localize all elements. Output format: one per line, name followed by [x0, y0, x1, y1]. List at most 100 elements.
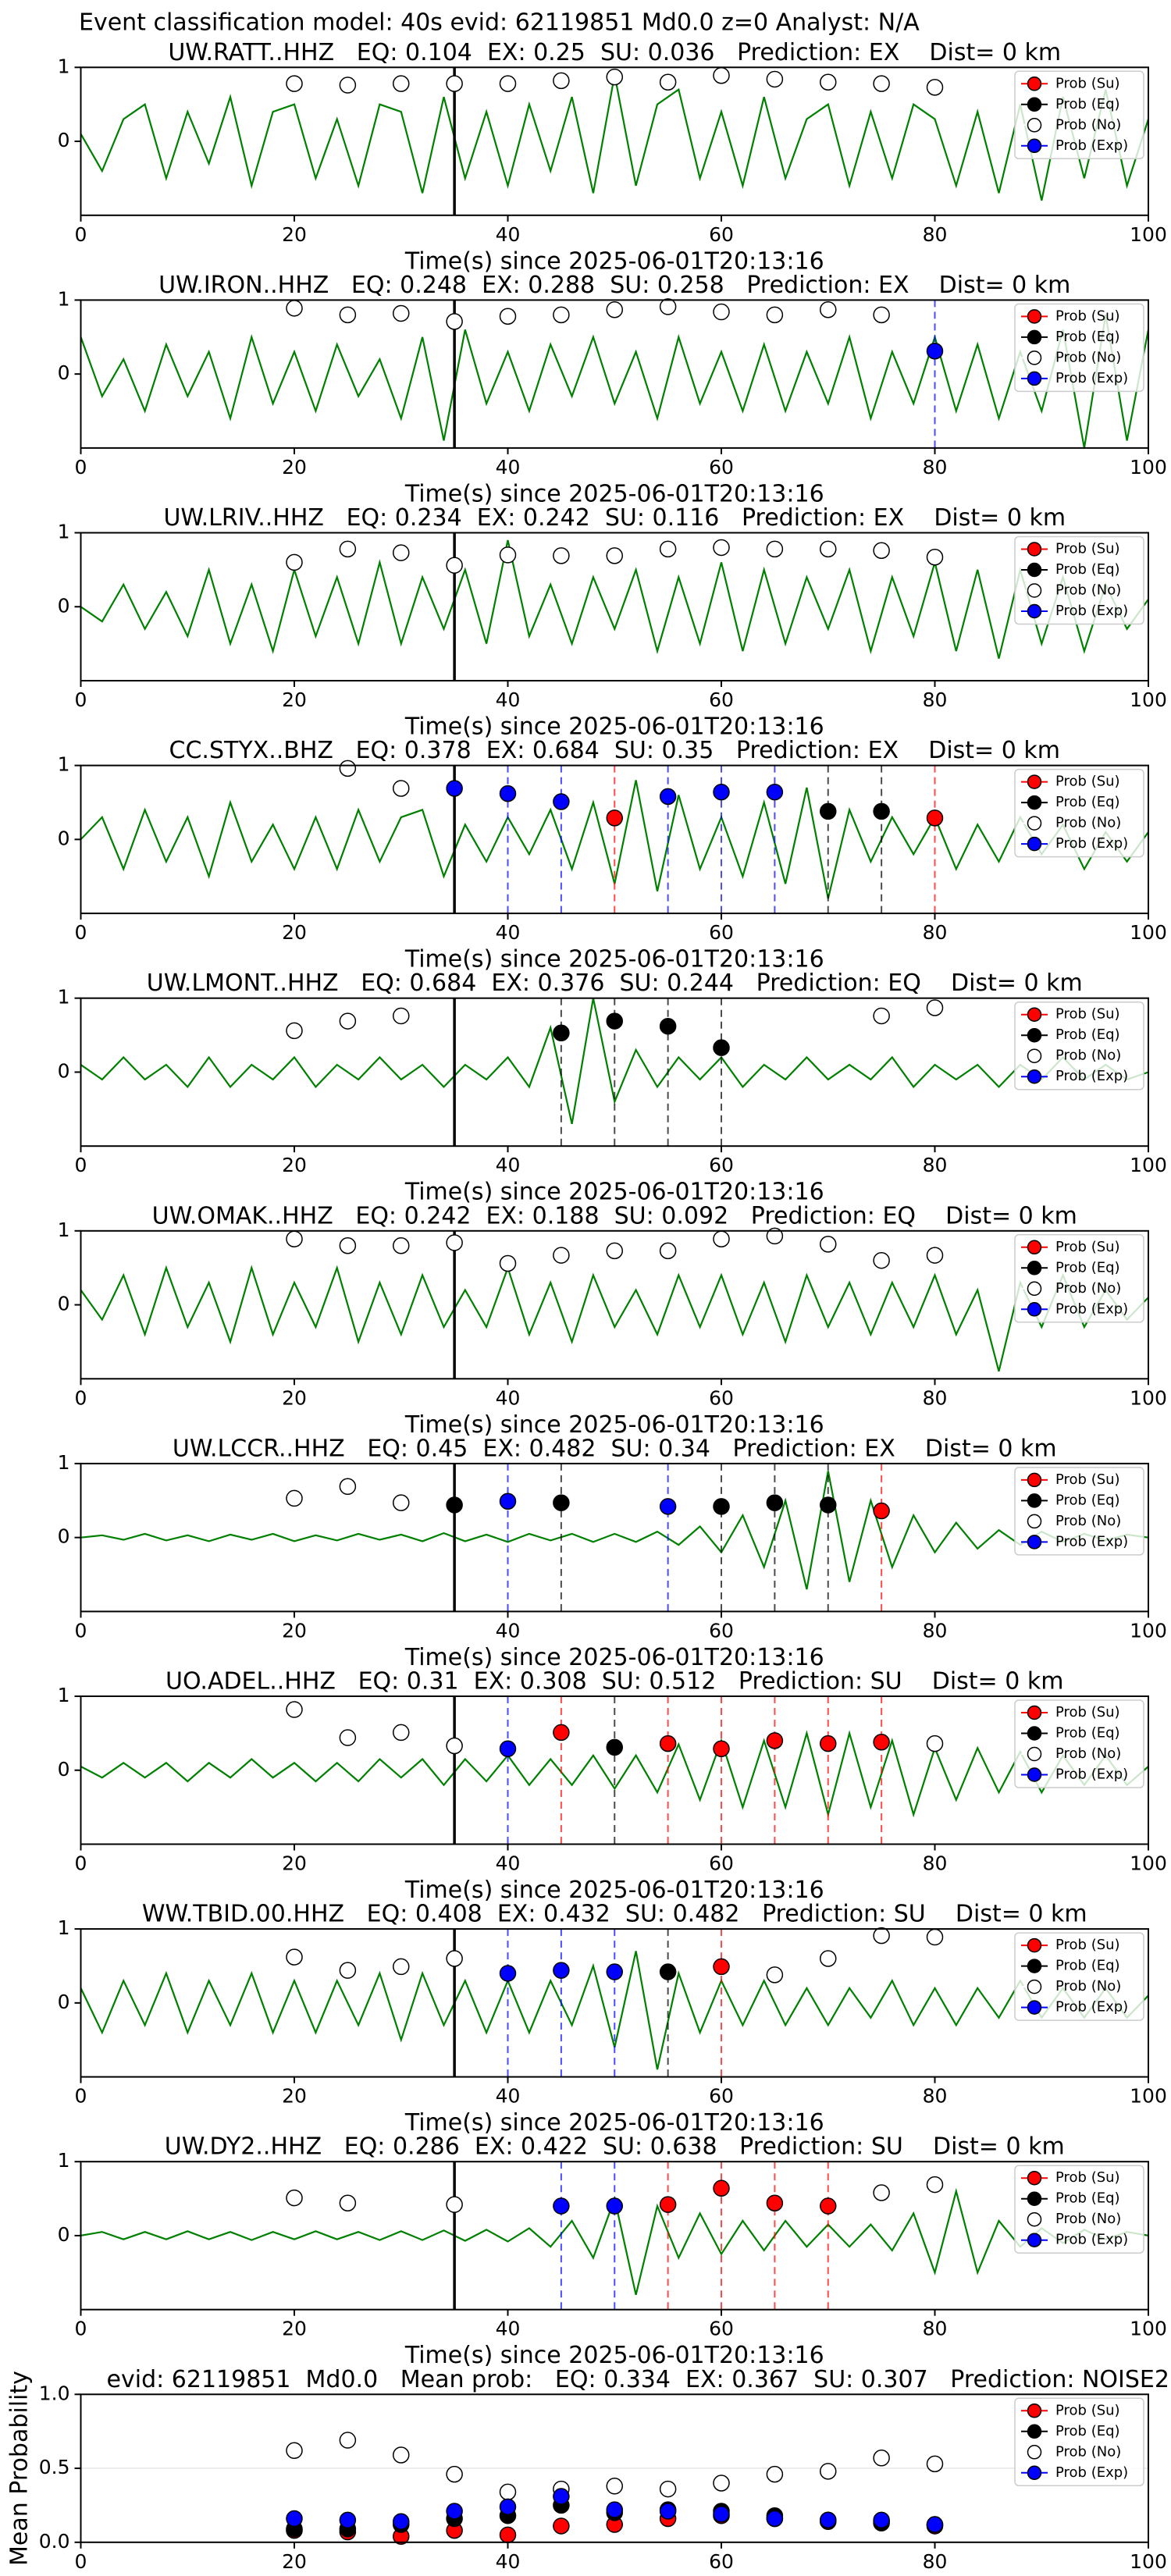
panel-title: UW.OMAK..HHZ EQ: 0.242 EX: 0.188 SU: 0.0…: [152, 1202, 1077, 1229]
legend-marker: [1027, 1302, 1042, 1317]
prob-point: [393, 2513, 410, 2531]
legend-label: Prob (No): [1055, 1978, 1121, 1994]
x-tick-label: 40: [496, 1852, 521, 1875]
x-tick-label: 80: [923, 688, 948, 711]
legend-label: Prob (Su): [1055, 1471, 1120, 1488]
prob-point: [393, 75, 410, 92]
panel: 0 20 40 60 80 100 0 1 UW.OMAK..HHZ EQ: 0.242 EX:…: [58, 1202, 1167, 1439]
prob-point: [873, 1733, 890, 1751]
x-tick-label: 100: [1130, 921, 1167, 944]
prob-point: [393, 1724, 410, 1742]
legend-marker: [1027, 138, 1042, 154]
legend-label: Prob (No): [1055, 1513, 1121, 1529]
x-tick-label: 20: [282, 2550, 307, 2573]
prob-point: [766, 1966, 784, 1984]
x-tick-label: 0: [75, 2318, 87, 2340]
prob-point: [713, 783, 730, 801]
legend-marker: [1027, 2445, 1042, 2460]
prob-point: [606, 1738, 623, 1756]
legend-box: [1014, 1699, 1144, 1788]
legend-box: [1014, 1001, 1144, 1091]
prob-point: [873, 542, 890, 559]
prob-point: [553, 72, 570, 90]
legend-marker: [1027, 774, 1042, 789]
x-tick-label: 40: [496, 1386, 521, 1409]
panel-title: UW.RATT..HHZ EQ: 0.104 EX: 0.25 SU: 0.03…: [168, 39, 1061, 66]
legend-marker: [1027, 1048, 1042, 1063]
prob-point: [286, 1701, 303, 1718]
prob-point: [339, 1729, 357, 1746]
legend-label: Prob (Exp): [1055, 835, 1128, 852]
x-tick-label: 20: [282, 2318, 307, 2340]
x-tick-label: 40: [496, 2085, 521, 2108]
x-tick-label: 0: [75, 1619, 87, 1642]
prob-point: [339, 1237, 357, 1254]
x-tick-label: 20: [282, 1619, 307, 1642]
prob-point: [553, 1494, 570, 1511]
prob-point: [766, 1227, 784, 1245]
y-tick-label: 1: [58, 521, 70, 543]
legend-marker: [1027, 2424, 1042, 2439]
x-tick-label: 40: [496, 688, 521, 711]
waveform: [80, 1471, 1148, 1590]
y-tick-label: 1: [58, 1451, 70, 1474]
legend-label: Prob (Exp): [1055, 1533, 1128, 1550]
prob-point: [393, 1237, 410, 1254]
y-tick-label: 0: [58, 827, 70, 849]
prob-point: [446, 1737, 463, 1755]
x-tick-label: 0: [75, 2085, 87, 2108]
panel: 0 20 40 60 80 100 0 1 UO.ADEL..HHZ EQ: 0.31 EX: …: [58, 1668, 1167, 1905]
x-tick-label: 60: [709, 1386, 734, 1409]
x-tick-label: 0: [75, 688, 87, 711]
legend-box: [1014, 535, 1144, 625]
x-tick-label: 100: [1130, 688, 1167, 711]
prob-point: [926, 1928, 944, 1946]
prob-point: [339, 540, 357, 558]
prob-point: [659, 2196, 677, 2213]
prob-point: [499, 546, 517, 564]
x-axis-label: Time(s) since 2025-06-01T20:13:16: [404, 1179, 824, 1206]
prob-point: [713, 303, 730, 321]
legend-label: Prob (No): [1055, 116, 1121, 133]
x-tick-label: 40: [496, 456, 521, 479]
prob-point: [659, 788, 677, 806]
prob-point: [606, 68, 623, 86]
y-tick-label: 0: [58, 1758, 70, 1781]
prob-point: [553, 1962, 570, 1979]
legend-marker: [1027, 76, 1042, 91]
prob-point: [820, 1496, 837, 1514]
prob-point: [393, 1494, 410, 1511]
prob-point: [926, 1247, 944, 1264]
waveform: [80, 539, 1148, 659]
x-tick-label: 100: [1130, 2550, 1167, 2573]
legend-box: [1014, 768, 1144, 858]
prob-point: [606, 1012, 623, 1030]
prob-point: [766, 70, 784, 88]
prob-point: [713, 2506, 730, 2523]
prob-point: [606, 809, 623, 827]
prob-point: [339, 306, 357, 324]
x-tick-label: 100: [1130, 456, 1167, 479]
legend-marker: [1027, 1069, 1042, 1084]
prob-point: [499, 2483, 517, 2501]
prob-point: [499, 1254, 517, 1272]
prob-point: [446, 2503, 463, 2520]
prob-point: [873, 1502, 890, 1520]
prob-point: [606, 547, 623, 564]
x-tick-label: 40: [496, 2318, 521, 2340]
prob-point: [873, 2511, 890, 2529]
prob-point: [713, 2475, 730, 2492]
x-axis-label: Time(s) since 2025-06-01T20:13:16: [404, 2109, 824, 2137]
prob-point: [499, 2526, 517, 2544]
x-tick-label: 20: [282, 688, 307, 711]
y-tick-label: 0: [58, 1059, 70, 1082]
legend-marker: [1027, 2191, 1042, 2206]
prob-point: [926, 549, 944, 566]
x-axis-label: Time(s) since 2025-06-01T20:13:16: [404, 946, 824, 973]
legend-label: Prob (Exp): [1055, 1767, 1128, 1783]
legend-marker: [1027, 1726, 1042, 1741]
panel: 0 20 40 60 80 100 0 1 UW.RATT..HHZ EQ: 0.104 EX:…: [58, 39, 1167, 275]
legend-label: Prob (Eq): [1055, 2190, 1120, 2207]
